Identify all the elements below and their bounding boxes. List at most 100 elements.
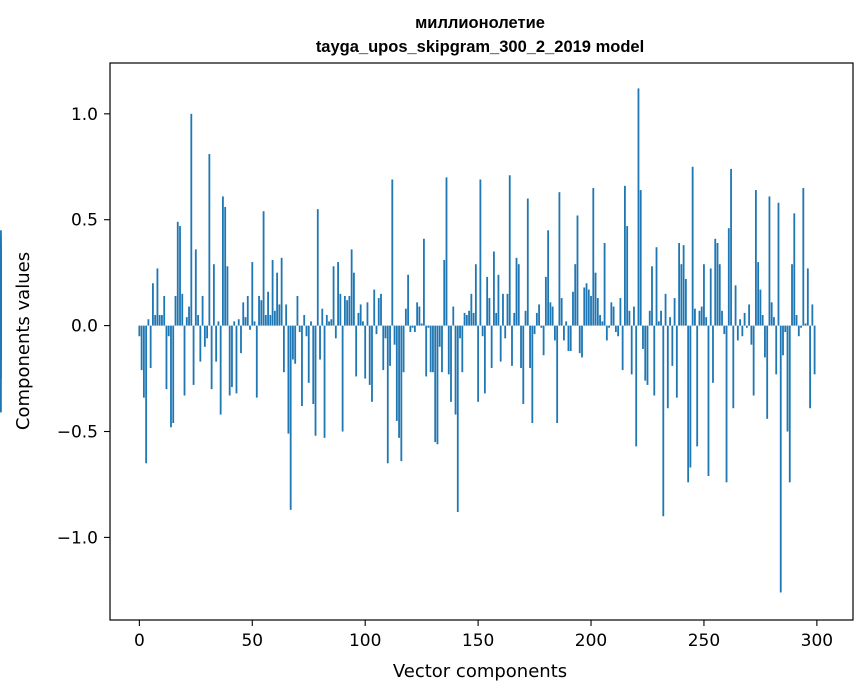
bar-component-67 [289, 325, 292, 510]
bar-series [0, 88, 816, 593]
bar-component-61 [276, 272, 279, 326]
bar-component-231 [660, 310, 662, 326]
bar-component-121 [411, 325, 414, 328]
bar-component-16 [174, 295, 177, 326]
bar-component-170 [522, 325, 525, 404]
bar-component-228 [653, 325, 656, 396]
bar-component-30 [206, 325, 209, 339]
bar-component-230 [657, 321, 660, 326]
plot-frame [109, 62, 854, 621]
bar-component-162 [504, 325, 507, 339]
bar-component-31 [208, 154, 211, 326]
bar-component-1 [140, 325, 143, 371]
bar-component-46 [242, 302, 245, 326]
bar-component-68 [292, 325, 294, 360]
x-axis-ticks: 0 50 100 150 200 250 300 [134, 620, 833, 651]
bar-component-24 [192, 325, 195, 385]
bar-component-154 [486, 276, 489, 326]
bar-component-19 [181, 293, 184, 326]
bar-component-21 [185, 317, 188, 326]
bar-component-59 [271, 259, 274, 326]
bar-component-166 [513, 312, 516, 326]
bar-component-182 [549, 302, 552, 326]
bar-component-65 [285, 304, 288, 326]
bar-component-156 [490, 325, 493, 368]
bar-component-9 [158, 315, 161, 326]
bar-component-165 [511, 325, 513, 366]
bar-component-247 [696, 325, 699, 447]
bar-component-49 [249, 325, 251, 330]
bar-component-249 [700, 306, 703, 326]
bar-component-72 [301, 325, 303, 407]
bar-component-64 [282, 325, 285, 373]
bar-component-265 [736, 325, 739, 341]
bar-component-117 [402, 325, 405, 373]
bar-component-261 [727, 228, 730, 326]
bar-component-298 [811, 304, 814, 326]
bar-component-181 [547, 230, 550, 326]
bar-component-296 [806, 268, 809, 326]
bar-component-118 [404, 308, 407, 326]
bar-component-219 [633, 306, 635, 326]
bar-component-157 [493, 251, 495, 326]
bar-component-187 [560, 298, 563, 326]
bar-component-20 [183, 325, 186, 396]
bar-component-289 [791, 264, 793, 326]
bar-component-175 [533, 325, 536, 335]
bar-component-41 [231, 325, 233, 388]
bar-component-177 [538, 304, 540, 326]
bar-component-116 [400, 325, 403, 462]
bar-component-56 [264, 315, 267, 326]
bar-component-122 [413, 325, 416, 332]
bar-component-25 [194, 249, 197, 326]
bar-component-89 [339, 293, 342, 326]
bar-component-86 [332, 266, 335, 326]
y-tick-label: 0.5 [71, 211, 98, 231]
bar-component-101 [366, 302, 369, 326]
bar-component-105 [375, 325, 378, 335]
bar-component-179 [542, 325, 545, 356]
bar-component-79 [316, 209, 319, 326]
x-tick-label: 100 [349, 631, 381, 651]
bar-component-158 [495, 312, 498, 326]
bar-component-39 [226, 266, 229, 326]
bar-component-173 [529, 325, 531, 368]
bar-component-189 [565, 321, 568, 326]
bar-component-54 [260, 300, 263, 326]
bar-component-140 [454, 325, 457, 415]
bar-component-82 [323, 325, 326, 438]
bar-component-248 [698, 310, 701, 326]
bar-component-139 [452, 306, 455, 326]
bar-component-155 [488, 298, 491, 326]
bar-component-191 [569, 325, 572, 352]
bar-component-52 [255, 325, 258, 398]
bar-component-226 [648, 310, 651, 326]
bar-component-150 [477, 325, 480, 402]
bar-component-174 [531, 325, 534, 424]
bar-component-148 [472, 312, 475, 326]
bar-component-257 [718, 264, 721, 326]
bar-component-299 [813, 325, 816, 375]
bar-component-200 [590, 295, 592, 326]
bar-component-269 [745, 325, 748, 328]
bar-component-109 [384, 325, 387, 339]
bar-component-42 [233, 321, 236, 326]
bar-component-91 [343, 295, 346, 326]
bar-component-144 [463, 312, 466, 326]
bar-component-51 [253, 321, 256, 326]
bar-component-111 [389, 325, 391, 366]
bar-component-256 [716, 243, 719, 326]
bar-component-251 [705, 317, 708, 326]
bar-component-233 [664, 293, 667, 326]
bar-component-22 [188, 306, 190, 326]
bar-component-169 [520, 325, 522, 368]
bar-component-167 [515, 257, 518, 326]
bar-component-168 [517, 264, 520, 326]
bar-component-119 [407, 274, 410, 326]
bar-component-138 [450, 325, 452, 402]
bar-component-74 [305, 325, 308, 337]
bar-component-223 [642, 325, 644, 349]
bar-component-125 [420, 323, 423, 326]
bar-component-112 [391, 179, 394, 326]
bar-component-36 [219, 325, 222, 415]
